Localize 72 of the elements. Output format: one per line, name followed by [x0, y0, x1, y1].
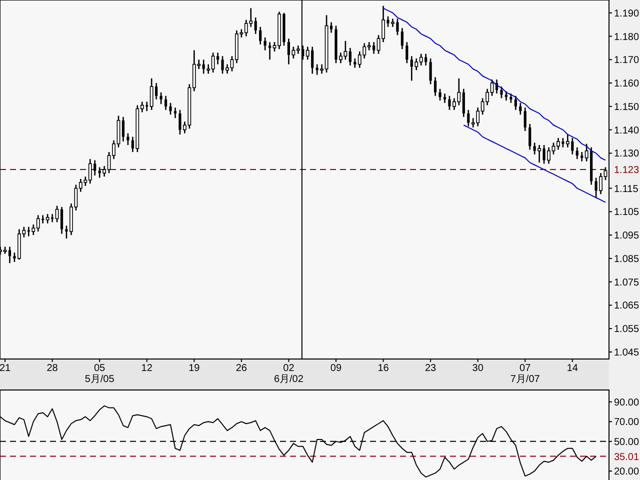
candlestick	[406, 41, 408, 64]
candlestick	[8, 246, 12, 264]
x-tick-label: 07 7月/07	[510, 363, 540, 385]
candlestick	[254, 16, 257, 35]
y-tick-label: 20.00	[614, 466, 640, 478]
y-tick-label: 1.105	[614, 207, 640, 218]
candlestick	[576, 146, 578, 160]
candlestick	[60, 206, 64, 235]
x-tick-label: 14	[566, 363, 578, 374]
candlestick	[268, 41, 272, 60]
candlestick	[462, 88, 465, 118]
x-tick-label: 23	[424, 363, 437, 374]
x-tick-label: 21	[0, 363, 12, 374]
candlestick	[429, 58, 432, 85]
y-tick-label: 1.065	[614, 300, 640, 312]
candlestick	[164, 95, 168, 111]
candlestick	[169, 102, 172, 116]
line-series	[463, 124, 606, 203]
x-tick-label: 16	[378, 363, 390, 374]
x-tick-label: 30	[472, 363, 484, 374]
y-tick-label: 90.00	[614, 397, 640, 408]
y-tick-label: 1.160	[614, 78, 640, 90]
candlestick	[400, 27, 404, 50]
candlestick	[566, 134, 570, 148]
candlestick	[46, 213, 50, 224]
candlestick	[528, 123, 532, 150]
candlestick	[514, 95, 517, 111]
y-tick-label: 50.00	[614, 436, 640, 448]
y-tick-label: 1.085	[614, 254, 640, 265]
y-tick-label: 1.140	[614, 125, 640, 136]
candlestick	[467, 109, 470, 127]
ref-line-label: 1.123	[614, 165, 640, 176]
candlestick	[330, 22, 333, 34]
y-tick-label: 1.055	[614, 324, 640, 336]
candlestick	[538, 144, 542, 164]
x-tick-label: 02 6月/02	[274, 363, 304, 385]
y-tick-label: 70.00	[614, 417, 640, 428]
candlestick	[524, 106, 526, 132]
candlestick	[348, 47, 352, 66]
candlestick	[519, 102, 522, 116]
candlestick	[438, 88, 442, 102]
x-tick-label: 12	[141, 363, 153, 374]
candlestick	[434, 76, 437, 97]
candlestick	[580, 151, 584, 162]
y-tick-label: 1.075	[614, 277, 640, 288]
y-tick-label: 1.130	[614, 148, 640, 160]
y-tick-label: 1.170	[614, 55, 640, 66]
candlestick	[126, 132, 130, 146]
candlestick	[122, 116, 125, 142]
y-tick-label: 1.115	[614, 184, 639, 195]
y-tick-label: 1.045	[614, 347, 640, 358]
y-tick-label: 1.150	[614, 102, 640, 113]
candlestick	[354, 58, 356, 68]
candlestick	[174, 106, 177, 119]
line-series	[382, 8, 606, 161]
x-tick-label: 05 5月/05	[84, 363, 115, 385]
candlestick	[504, 90, 508, 102]
candlestick	[500, 86, 503, 99]
candlestick	[264, 36, 266, 51]
candlestick	[443, 92, 446, 104]
candlestick	[510, 92, 512, 104]
x-tick-label: 19	[188, 363, 200, 374]
x-tick-label: 28	[46, 363, 58, 374]
candlestick	[160, 92, 162, 105]
ref-line-label: 35.01	[614, 452, 640, 463]
candlestick	[259, 26, 262, 46]
x-tick-label: 09	[330, 363, 342, 374]
y-tick-label: 1.180	[614, 32, 640, 43]
y-tick-label: 1.190	[614, 8, 640, 20]
candlestick	[150, 78, 154, 111]
y-tick-label: 1.095	[614, 230, 640, 242]
x-tick-label: 26	[236, 363, 248, 374]
